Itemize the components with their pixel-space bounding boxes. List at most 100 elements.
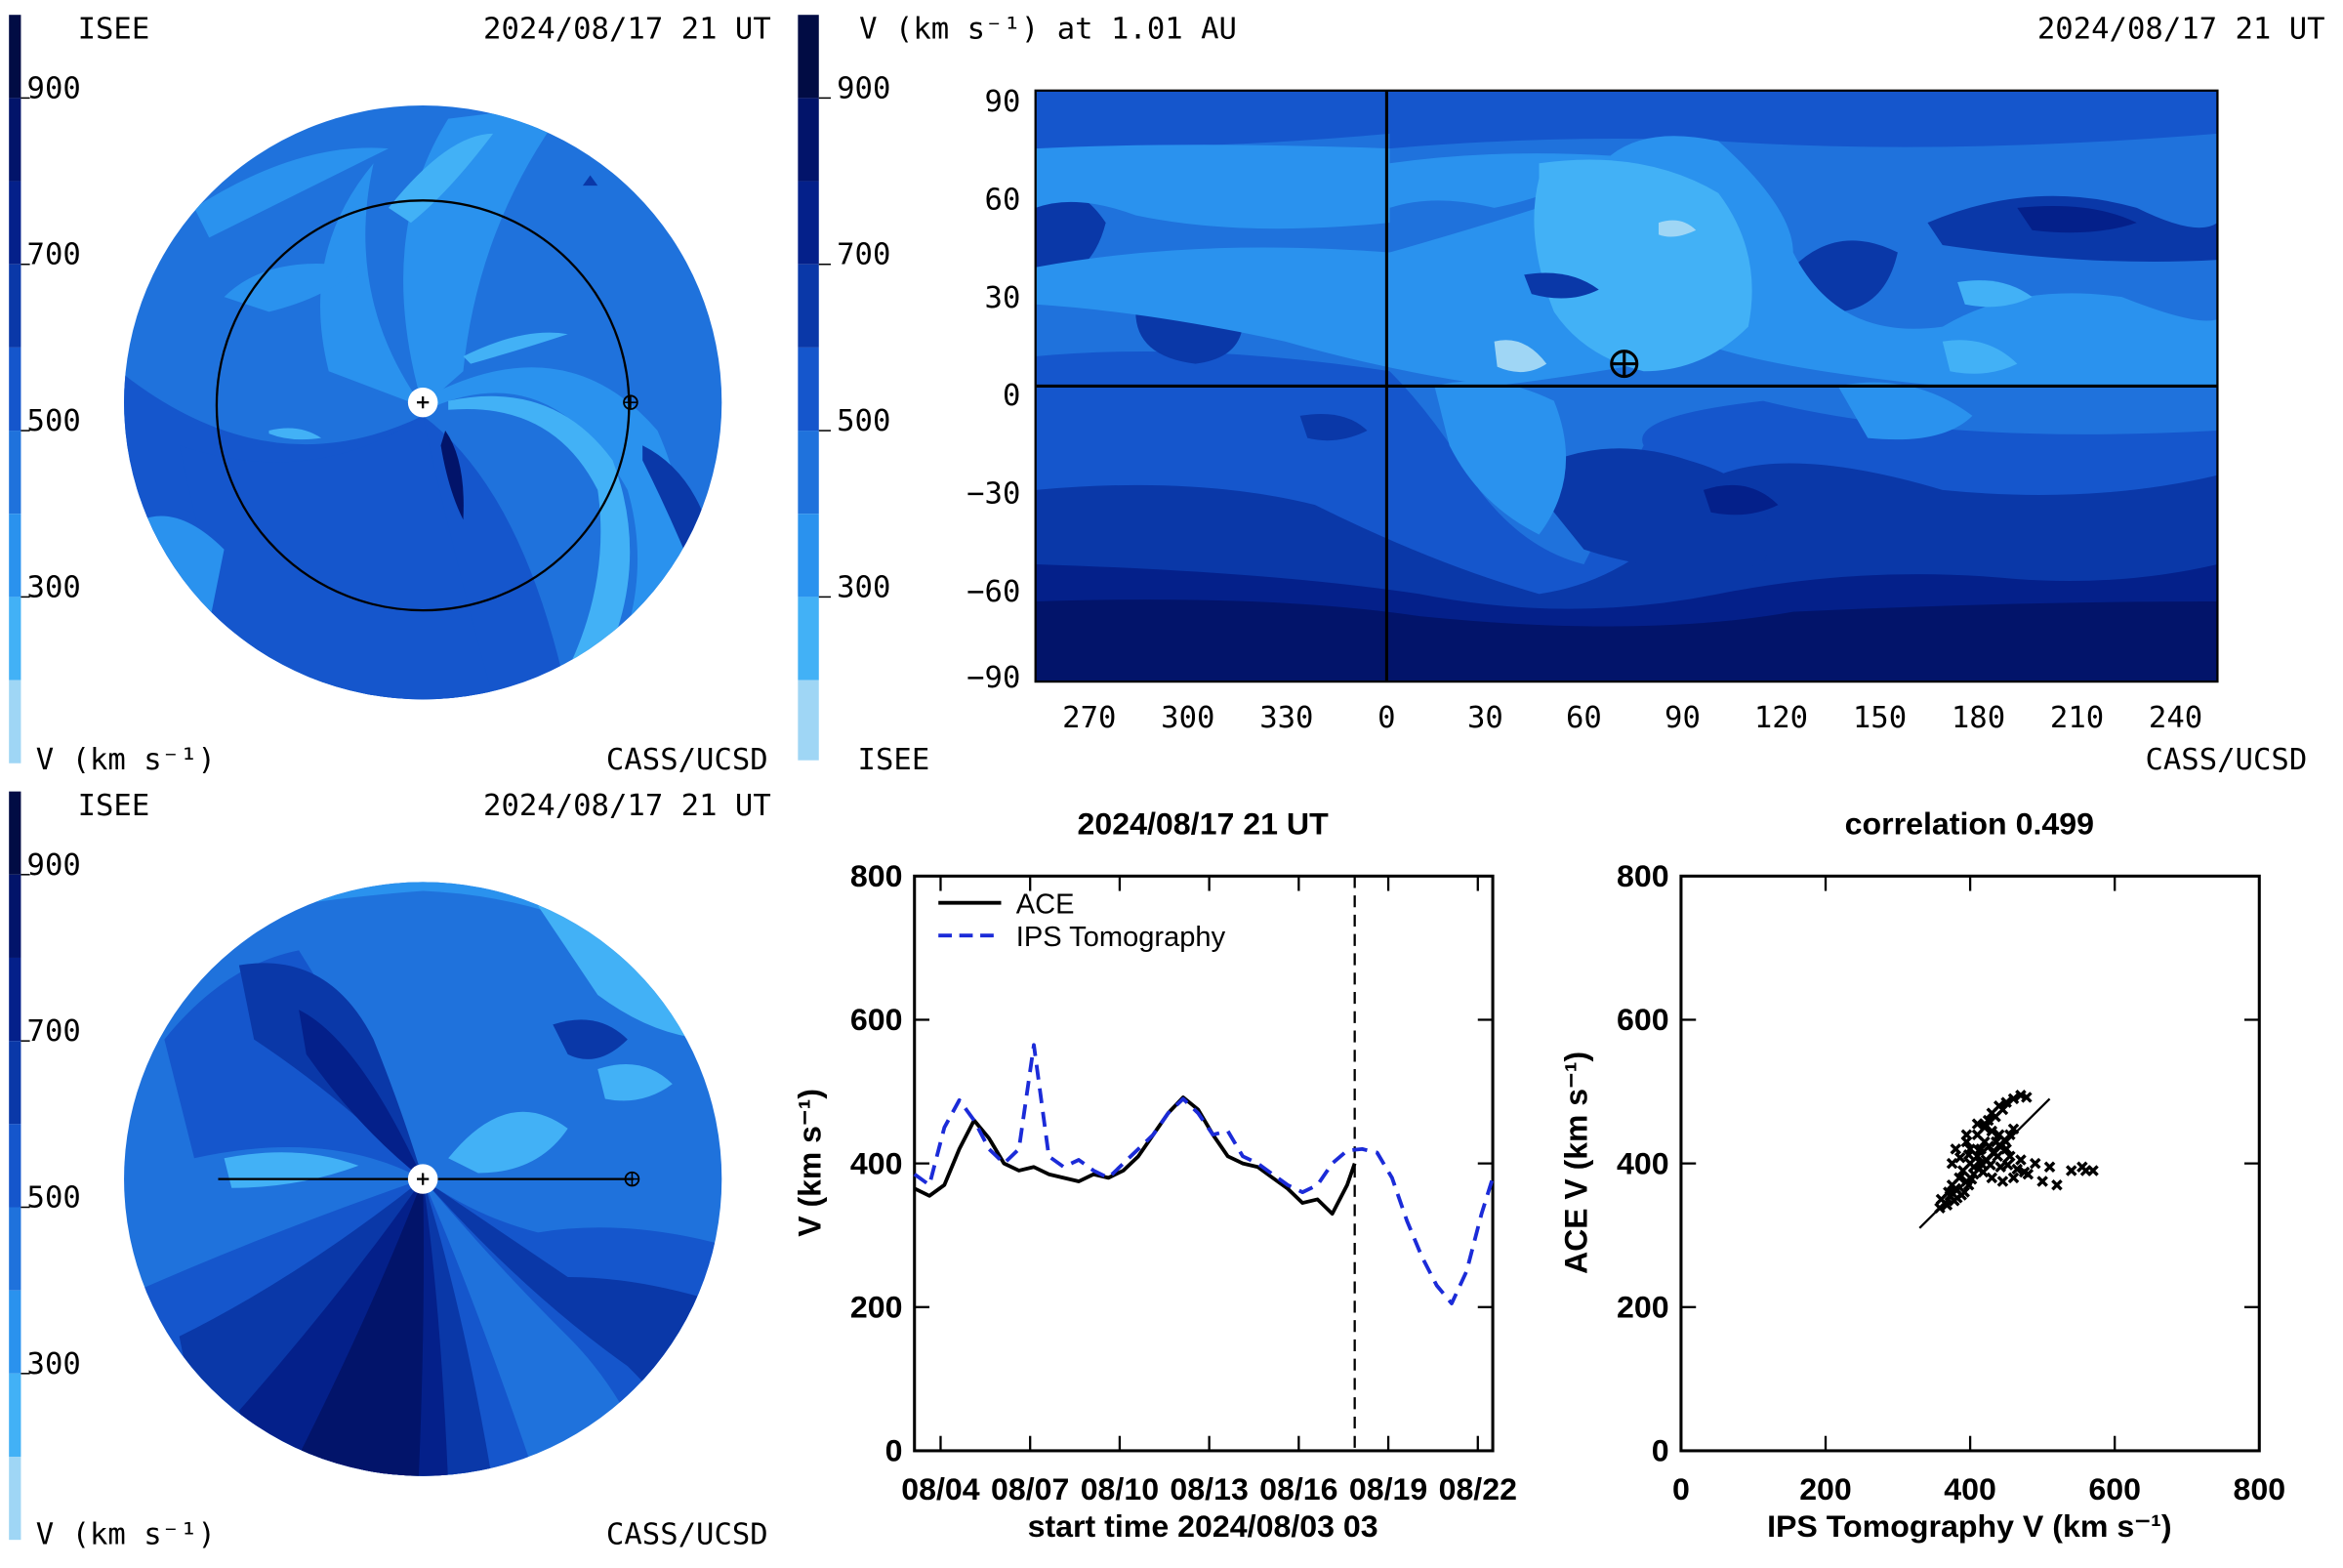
map-xtick: 240 [2149,701,2202,735]
scatter-point [2007,1093,2020,1105]
polar-top-tick-900: 900 [27,71,81,105]
polar-bottom-tick-500: 500 [27,1181,81,1216]
legend-ips-label: IPS Tomography [1016,922,1226,953]
map-ytick: −30 [966,477,1020,512]
scatter-point [1973,1144,1985,1157]
polar-top-tick-300: 300 [27,570,81,604]
map-ytick: −90 [966,661,1020,695]
polar-top-units-label: V (km s⁻¹) [36,743,216,777]
timeseries-x-ticks: 08/04 08/07 08/10 08/13 08/16 08/19 08/22 [901,1471,1517,1506]
scatter-point [1992,1150,2004,1163]
polar-top-isee-label: ISEE [78,13,150,47]
scatter-points [1934,1089,2099,1214]
timeseries-title: 2024/08/17 21 UT [1077,806,1329,842]
scatter-point [2029,1157,2041,1170]
scatter-xtick-label: 200 [1799,1471,1852,1506]
scatter-tick-marks [1679,875,2261,1453]
map-credit: CASS/UCSD [2145,743,2307,777]
timeseries-frame [913,874,1495,1453]
scatter-point [1953,1172,1965,1184]
scatter-point [1971,1118,1984,1130]
scatter-ytick-label: 600 [1617,1002,1669,1037]
timeseries-xlabel: start time 2024/08/03 03 [1028,1508,1378,1544]
map-xtick: 180 [1952,701,2005,735]
polar-bottom-earth-icon [624,1171,640,1187]
timeseries-ylabel: V (km s⁻¹) [792,1089,827,1237]
scatter-point [2007,1172,2020,1184]
scatter-point [2000,1143,2012,1155]
scatter-point [2004,1150,2016,1163]
map-cbar-tick-500: 500 [837,404,890,438]
scatter-ytick-label: 400 [1617,1145,1669,1180]
map-xtick: 90 [1665,701,1701,735]
polar-bottom-tick-300: 300 [27,1347,81,1382]
map-xtick: 0 [1377,701,1395,735]
polar-top-earth-orbit [215,199,631,612]
scatter-point [2043,1161,2056,1174]
map-panel: 900 700 500 300 V (km s⁻¹) at 1.01 AU 20… [798,13,2325,777]
scatter-xlabel: IPS Tomography V (km s⁻¹) [1767,1508,2172,1544]
timeseries-xtick-label: 08/13 [1170,1471,1248,1506]
polar-top-credit: CASS/UCSD [606,743,768,777]
ips-series-line [913,1043,1495,1305]
scatter-point [2001,1159,2014,1171]
scatter-ytick-label: 200 [1617,1290,1669,1325]
scatter-ytick-label: 0 [1652,1433,1669,1468]
scatter-point [1934,1202,1946,1214]
map-cbar-tick-300: 300 [837,570,890,604]
timeseries-xtick-label: 08/19 [1349,1471,1427,1506]
polar-top-colorbar: 900 700 500 300 [9,15,81,763]
legend-ace-label: ACE [1016,888,1075,920]
scatter-xtick-label: 400 [1944,1471,1996,1506]
map-velocity-field [1035,90,2218,682]
polar-bottom-credit: CASS/UCSD [606,1518,768,1552]
timeseries-xtick-label: 08/04 [901,1471,980,1506]
timeseries-ytick-label: 800 [850,858,903,893]
map-cbar-tick-900: 900 [837,71,890,105]
scatter-point [2015,1154,2027,1166]
polar-bottom-date: 2024/08/17 21 UT [483,789,771,823]
scatter-point [2065,1165,2077,1176]
scatter-point [2021,1092,2033,1103]
map-xtick: 300 [1161,701,1214,735]
scatter-point [1953,1151,1966,1164]
map-xtick: 330 [1259,701,1313,735]
scatter-xtick-label: 800 [2233,1471,2285,1506]
ace-series-line [913,1095,1357,1217]
scatter-point [2000,1096,2012,1108]
timeseries-xtick-label: 08/22 [1439,1471,1517,1506]
scatter-point [1965,1174,1978,1185]
scatter-point [2011,1163,2024,1176]
timeseries-tick-marks [914,875,1494,1453]
map-xtick: 120 [1754,701,1808,735]
timeseries-ytick-label: 400 [850,1145,903,1180]
scatter-point [1994,1161,2006,1174]
map-isee-label: ISEE [858,743,930,777]
map-ytick: 0 [1003,379,1020,413]
map-xtick: 30 [1467,701,1503,735]
scatter-ylabel: ACE V (km s⁻¹) [1558,1052,1593,1274]
scatter-point [2076,1161,2088,1174]
scatter-point [2018,1166,2031,1178]
polar-top-earth-icon [623,394,638,410]
map-xtick: 210 [2050,701,2104,735]
scatter-y-ticks: 0 200 400 600 800 [1617,858,1669,1467]
scatter-point [1990,1111,2001,1123]
map-ytick: 60 [985,184,1021,218]
polar-bottom-isee-label: ISEE [78,789,150,823]
polar-bottom-sun-icon [407,1164,438,1194]
polar-top-sun-icon [407,387,438,418]
timeseries-ytick-label: 200 [850,1290,903,1325]
polar-top-tick-500: 500 [27,404,81,438]
timeseries-series-group [913,1043,1495,1305]
timeseries-legend: ACE IPS Tomography [938,888,1226,953]
scatter-panel: correlation 0.499 0 200 400 600 800 0 200 400 6… [1558,806,2285,1544]
map-xtick: 60 [1566,701,1602,735]
map-ytick: 30 [985,281,1021,315]
scatter-point [1941,1199,1953,1212]
map-ytick: −60 [966,575,1020,609]
scatter-x-ticks: 0 200 400 600 800 [1672,1471,2285,1506]
map-colorbar: 900 700 500 300 [798,15,890,761]
